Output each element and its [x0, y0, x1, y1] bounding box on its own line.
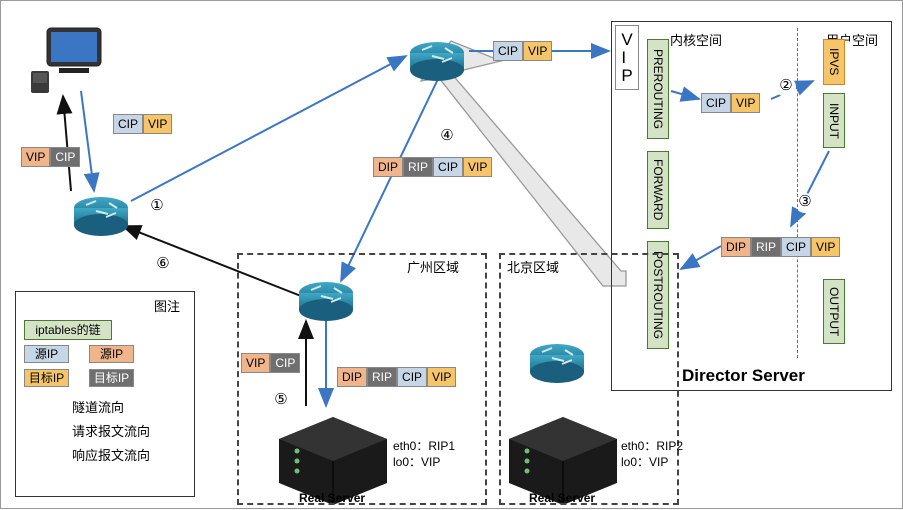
legend-tunnel-text: 隧道流向: [72, 397, 124, 416]
tag-cip: CIP: [113, 114, 143, 134]
tag-dip: DIP: [373, 157, 403, 177]
legend-title: 图注: [24, 296, 186, 315]
region-gz-box: [237, 253, 487, 505]
tag-cip-vip-director: CIP VIP: [701, 93, 760, 113]
tag-vip: VIP: [463, 157, 492, 177]
tag-vip: VIP: [143, 114, 172, 134]
legend-box: 图注 iptables的链 源IP 源IP 目标IP 目标IP 隧道流向 请求报…: [15, 291, 195, 497]
tag-cip-vip-client-down: CIP VIP: [113, 114, 172, 134]
legend-req: 请求报文流向: [24, 419, 186, 441]
legend-dstip: 目标IP 目标IP: [24, 367, 186, 389]
rs2-name: Real Server: [529, 491, 595, 505]
diagram-canvas: CIP VIP VIP CIP CIP VIP DIP RIP CIP VIP …: [0, 0, 903, 509]
legend-resp: 响应报文流向: [24, 443, 186, 465]
legend-iptables-sw: iptables的链: [24, 320, 112, 340]
chain-input: INPUT: [823, 93, 845, 148]
tag-cip: CIP: [433, 157, 463, 177]
tag-vip: VIP: [731, 93, 760, 113]
region-bj-label: 北京区域: [507, 257, 559, 276]
tag-cip: CIP: [493, 41, 523, 61]
legend-dst2: 目标IP: [89, 369, 134, 387]
tag-cip: CIP: [781, 237, 811, 257]
tag-dip-rip-cip-vip-3: DIP RIP CIP VIP: [721, 237, 840, 257]
tag-rip: RIP: [403, 157, 433, 177]
rs1-name: Real Server: [299, 491, 365, 505]
step-4: ④: [437, 127, 457, 147]
legend-src1: 源IP: [24, 345, 69, 363]
chain-prerouting: PREROUTING: [647, 39, 669, 139]
legend-iptables: iptables的链: [24, 319, 186, 341]
rs1-lo: lo0：VIP: [393, 453, 440, 470]
vip-bar-text: VIP: [621, 31, 632, 85]
legend-src2: 源IP: [89, 345, 134, 363]
rs2-lo: lo0：VIP: [621, 453, 668, 470]
tag-cip-vip-top: CIP VIP: [493, 41, 552, 61]
region-gz-label: 广州区域: [407, 257, 459, 276]
chain-ipvs: IPVS: [823, 39, 845, 85]
rs1-eth: eth0：RIP1: [393, 437, 455, 454]
step-6: ⑥: [153, 255, 173, 275]
tag-vip: VIP: [523, 41, 552, 61]
step-1: ①: [147, 197, 167, 217]
vip-bar: VIP: [615, 25, 639, 90]
director-title: Director Server: [682, 366, 805, 386]
tag-vip: VIP: [21, 147, 50, 167]
tag-cip: CIP: [50, 147, 80, 167]
rs2-eth: eth0：RIP2: [621, 437, 683, 454]
legend-tunnel: 隧道流向: [24, 395, 186, 417]
chain-forward: FORWARD: [647, 151, 669, 229]
legend-resp-text: 响应报文流向: [72, 445, 150, 464]
tag-vip: VIP: [811, 237, 840, 257]
kernel-label: 内核空间: [670, 30, 722, 49]
kernel-user-divider: [797, 28, 798, 358]
tag-dip-rip-cip-vip-4: DIP RIP CIP VIP: [373, 157, 492, 177]
legend-srcip: 源IP 源IP: [24, 343, 186, 365]
legend-req-text: 请求报文流向: [72, 421, 150, 440]
tag-vip-cip-client-up: VIP CIP: [21, 147, 80, 167]
legend-dst1: 目标IP: [24, 369, 69, 387]
tag-cip: CIP: [701, 93, 731, 113]
tag-rip: RIP: [751, 237, 781, 257]
tag-dip: DIP: [721, 237, 751, 257]
chain-output: OUTPUT: [823, 279, 845, 344]
